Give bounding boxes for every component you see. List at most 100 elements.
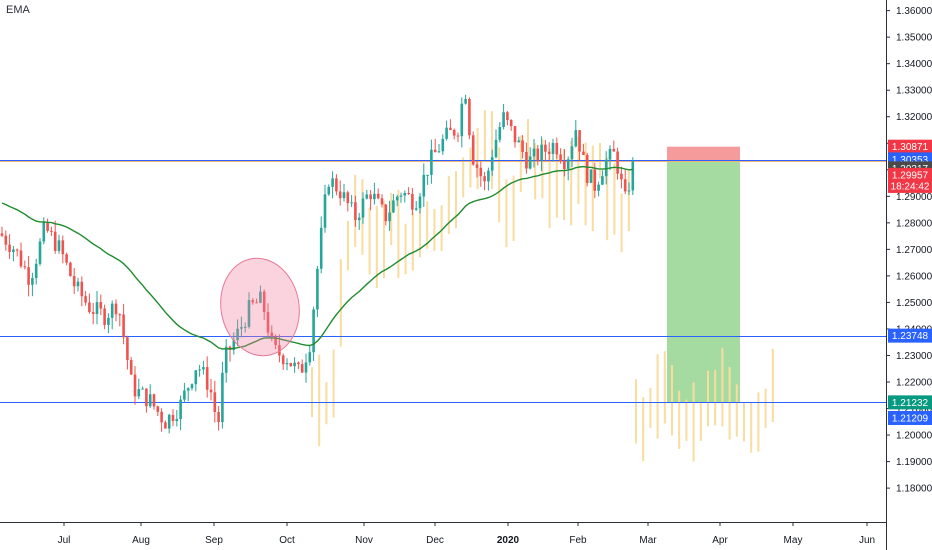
y-tick-label: 1.27000	[896, 245, 932, 256]
candle-body	[449, 127, 452, 130]
ghost-bar	[613, 162, 616, 235]
ghost-bar	[455, 171, 457, 229]
price-axis[interactable]: 1.360001.350001.340001.330001.320001.310…	[886, 0, 932, 550]
x-tick-label: Nov	[355, 535, 373, 546]
position-tool[interactable]	[667, 146, 740, 403]
candle-body	[380, 198, 384, 205]
candle-body	[414, 208, 418, 210]
time-axis[interactable]: Jul Aug Sep Oct Nov Dec 2020 Feb Mar Apr May Jun	[0, 522, 886, 546]
candle-body	[559, 154, 562, 161]
candle-body	[502, 112, 505, 127]
candle-body	[209, 389, 213, 393]
y-tick-label: 1.26000	[896, 271, 932, 282]
candle-body	[521, 140, 524, 152]
candle-body	[224, 346, 228, 373]
candle-body	[411, 193, 414, 210]
indicator-label[interactable]: EMA	[6, 4, 30, 16]
candle-body	[627, 190, 631, 192]
candle-body	[194, 370, 198, 385]
candle-body	[122, 314, 125, 338]
candle-body	[464, 98, 467, 104]
price-tag-box	[888, 328, 932, 343]
ghost-bar	[699, 402, 702, 441]
candle-body	[335, 178, 338, 192]
highlight-ellipse[interactable]	[213, 252, 307, 362]
candle-body	[274, 336, 277, 346]
ghost-bar	[433, 208, 436, 251]
candle-body	[354, 202, 357, 221]
ghost-bar	[548, 148, 551, 228]
candle-body	[107, 317, 110, 325]
price-tag-box	[888, 178, 932, 193]
candle-body	[513, 126, 517, 143]
candle-body	[452, 129, 456, 136]
y-tick-label: 1.35000	[896, 33, 932, 44]
ghost-bar	[368, 207, 371, 275]
candle-body	[118, 314, 122, 316]
candle-body	[616, 151, 619, 174]
candle-body	[266, 312, 270, 333]
candle-body	[471, 135, 475, 165]
y-tick-label: 1.32000	[896, 112, 932, 123]
y-tick-label: 1.29000	[896, 192, 932, 203]
ghost-bar	[426, 201, 429, 249]
y-tick-label: 1.18000	[896, 484, 932, 495]
x-tick-label: Sep	[205, 535, 223, 546]
candle-body	[65, 254, 68, 263]
candle-body	[475, 164, 479, 168]
candle-body	[31, 278, 34, 285]
candle-body	[145, 388, 148, 407]
candle-body	[152, 394, 156, 407]
candle-body	[69, 262, 72, 277]
candle-body	[57, 240, 61, 251]
candle-body	[544, 144, 547, 152]
candle-body	[72, 276, 76, 287]
candle-body	[506, 112, 509, 120]
candle-body	[80, 281, 84, 297]
candle-body	[407, 193, 410, 195]
candle-body	[46, 222, 49, 231]
candle-body	[365, 194, 369, 199]
candle-body	[88, 302, 91, 313]
x-tick-label: 2020	[497, 535, 520, 546]
candle-body	[373, 193, 376, 200]
ghost-bar	[642, 397, 645, 462]
ghost-bar	[735, 384, 738, 437]
candle-body	[460, 103, 464, 137]
candle-body	[479, 167, 483, 177]
ghost-bar	[757, 392, 760, 452]
candle-body	[528, 156, 532, 169]
candle-body	[42, 222, 46, 242]
candle-body	[323, 194, 327, 228]
candle-body	[91, 312, 95, 314]
y-tick-label: 1.20000	[896, 431, 932, 442]
ghost-bar	[721, 348, 724, 427]
candle-body	[540, 144, 543, 161]
candle-body	[342, 192, 346, 199]
candle-body	[551, 142, 555, 154]
ghost-bar	[527, 119, 529, 169]
ghost-bar	[483, 110, 486, 161]
candle-body	[202, 367, 205, 370]
candle-body	[232, 340, 236, 351]
candle-body	[126, 337, 129, 361]
ghost-bar	[663, 351, 666, 424]
horizontal-lines[interactable]	[0, 160, 886, 403]
candle-body	[525, 151, 528, 169]
candle-body	[597, 184, 600, 191]
candle-body	[384, 204, 388, 222]
candle-body	[468, 98, 471, 136]
candle-body	[300, 364, 304, 373]
ghost-bar	[764, 388, 767, 428]
candle-body	[574, 130, 578, 147]
candle-body	[338, 191, 342, 199]
candle-body	[319, 227, 323, 269]
candle-body	[270, 332, 274, 337]
x-tick-label: Jul	[58, 535, 71, 546]
ghost-bar	[419, 209, 421, 258]
candle-body	[346, 192, 350, 204]
price-tag-box	[888, 167, 932, 182]
candle-body	[110, 303, 114, 318]
candle-body	[50, 230, 53, 232]
